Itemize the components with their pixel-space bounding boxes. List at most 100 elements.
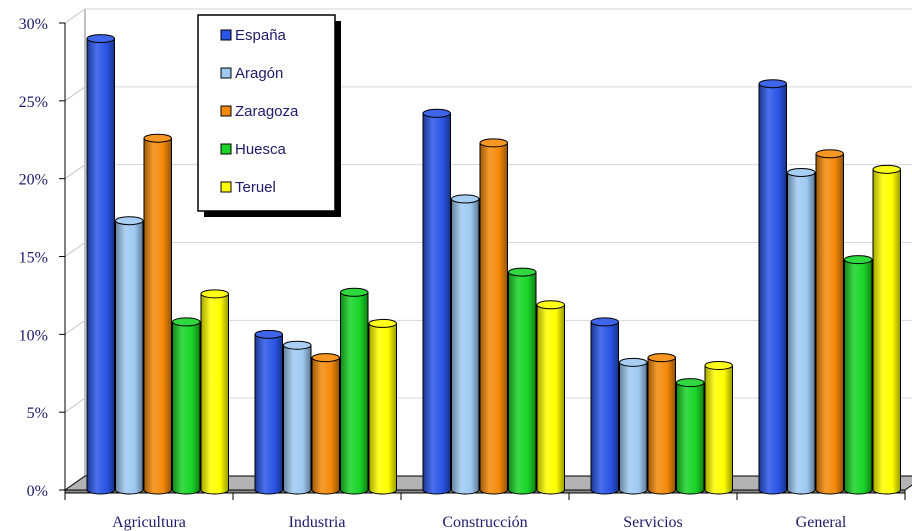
bar-top bbox=[758, 79, 787, 89]
bar bbox=[647, 353, 676, 495]
bar-top bbox=[451, 194, 480, 204]
bar-body bbox=[368, 322, 397, 495]
x-tick-label: Agricultura bbox=[112, 514, 186, 531]
bar-top bbox=[311, 353, 340, 363]
bar-body bbox=[115, 220, 144, 495]
legend-swatch bbox=[220, 143, 232, 155]
legend-swatch bbox=[220, 29, 232, 41]
bar-body bbox=[590, 321, 619, 495]
bar-body bbox=[676, 382, 705, 495]
bar-body bbox=[704, 364, 733, 495]
bar-top bbox=[590, 317, 619, 327]
bar bbox=[758, 79, 787, 495]
bar-body bbox=[311, 357, 340, 495]
side-gridline bbox=[64, 397, 86, 413]
bar bbox=[368, 318, 397, 495]
y-tick-label: 25% bbox=[19, 94, 48, 111]
bar bbox=[451, 194, 480, 495]
side-gridline bbox=[64, 86, 86, 102]
x-tick-label: General bbox=[796, 514, 847, 531]
legend: España Aragón Zaragoza Huesca Teruel bbox=[197, 14, 341, 217]
bar-top bbox=[815, 149, 844, 159]
bar-body bbox=[536, 304, 565, 495]
labels: 0% 5% 10% 15% 20% 25% 30% Agricultura Industria C… bbox=[19, 16, 847, 531]
bar-body bbox=[340, 291, 369, 495]
bar bbox=[619, 357, 648, 495]
bar-top bbox=[143, 133, 172, 143]
y-tick-label: 0% bbox=[27, 483, 48, 500]
side-gridline bbox=[64, 8, 86, 24]
bar-body bbox=[508, 271, 537, 495]
bar-top bbox=[283, 340, 312, 350]
bar-top bbox=[368, 318, 397, 328]
legend-swatch bbox=[220, 67, 232, 79]
y-tick-label: 5% bbox=[27, 405, 48, 422]
bar-top bbox=[676, 378, 705, 388]
bar bbox=[283, 340, 312, 495]
bar-body bbox=[815, 153, 844, 495]
bar-body bbox=[647, 357, 676, 495]
bar-body bbox=[422, 112, 451, 495]
bar-top bbox=[508, 267, 537, 277]
bar bbox=[508, 267, 537, 495]
bar-top bbox=[536, 300, 565, 310]
x-tick-label: Construcción bbox=[442, 514, 527, 531]
bar bbox=[815, 149, 844, 495]
bar-body bbox=[143, 137, 172, 495]
bar-body bbox=[172, 321, 201, 495]
bar bbox=[254, 329, 283, 495]
bar-top bbox=[200, 289, 229, 299]
bar-body bbox=[86, 38, 115, 495]
bar bbox=[115, 216, 144, 495]
y-tick-label: 30% bbox=[19, 16, 48, 33]
bar bbox=[422, 108, 451, 495]
bar-body bbox=[619, 361, 648, 495]
bar-top bbox=[872, 164, 901, 174]
bar bbox=[479, 138, 508, 495]
bar-top bbox=[115, 216, 144, 226]
bar bbox=[311, 353, 340, 495]
bar bbox=[200, 289, 229, 495]
bar-top bbox=[704, 360, 733, 370]
bar bbox=[704, 360, 733, 495]
bar-body bbox=[200, 293, 229, 495]
legend-label: Aragón bbox=[235, 65, 283, 82]
legend-label: Huesca bbox=[235, 141, 287, 158]
bar-body bbox=[283, 344, 312, 495]
side-gridline bbox=[64, 319, 86, 335]
y-tick-label: 15% bbox=[19, 250, 48, 267]
bar bbox=[172, 317, 201, 495]
bar-top bbox=[86, 34, 115, 44]
bar bbox=[536, 300, 565, 495]
bar-top bbox=[787, 167, 816, 177]
legend-label: España bbox=[235, 27, 287, 44]
legend-swatch bbox=[220, 105, 232, 117]
bar-top bbox=[422, 108, 451, 118]
legend-label: Zaragoza bbox=[235, 103, 299, 120]
legend-swatch bbox=[220, 181, 232, 193]
bar-top bbox=[647, 353, 676, 363]
bar-top bbox=[844, 255, 873, 265]
bar-top bbox=[254, 329, 283, 339]
bar bbox=[143, 133, 172, 495]
x-tick-label: Servicios bbox=[623, 514, 683, 531]
legend-label: Teruel bbox=[235, 179, 276, 196]
bar-body bbox=[758, 83, 787, 495]
side-gridline bbox=[64, 242, 86, 257]
bar bbox=[86, 34, 115, 495]
bar-body bbox=[872, 168, 901, 495]
bar-body bbox=[479, 142, 508, 495]
bar-body bbox=[451, 198, 480, 495]
bar bbox=[340, 287, 369, 495]
bar-top bbox=[172, 317, 201, 327]
bar-top bbox=[479, 138, 508, 148]
y-tick-label: 20% bbox=[19, 172, 48, 189]
bar-top bbox=[619, 357, 648, 367]
side-gridline bbox=[64, 164, 86, 180]
bar-body bbox=[787, 171, 816, 495]
y-tick-label: 10% bbox=[19, 327, 48, 344]
bar bbox=[872, 164, 901, 495]
bar-body bbox=[254, 333, 283, 495]
